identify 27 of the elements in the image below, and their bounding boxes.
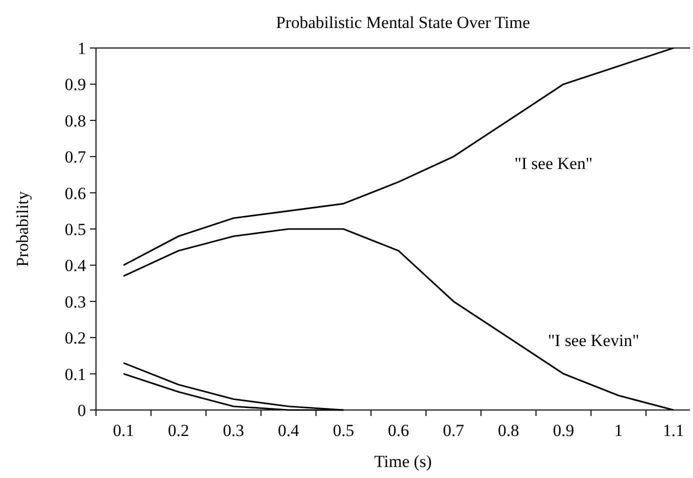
x-tick-label: 1 bbox=[614, 421, 623, 440]
y-tick-label: 0.7 bbox=[64, 148, 86, 167]
y-tick-label: 0 bbox=[78, 400, 86, 420]
y-tick-label: 0.2 bbox=[64, 328, 86, 348]
x-tick-label: 1.1 bbox=[662, 421, 684, 440]
y-tick-label: 0.8 bbox=[64, 111, 86, 130]
x-tick-label: 0.7 bbox=[442, 421, 465, 440]
x-tick-label: 0.3 bbox=[222, 421, 244, 440]
chart-title: Probabilistic Mental State Over Time bbox=[276, 13, 530, 32]
y-tick-label: 0.9 bbox=[64, 75, 86, 94]
x-axis-title: Time (s) bbox=[374, 452, 432, 471]
y-tick-label: 1 bbox=[78, 38, 86, 58]
y-tick-label: 0.4 bbox=[64, 256, 86, 276]
x-tick-label: 0.5 bbox=[332, 421, 354, 440]
y-axis-title: Probability bbox=[13, 190, 32, 267]
x-tick-label: 0.2 bbox=[168, 421, 190, 440]
y-tick-label: 0.5 bbox=[64, 220, 86, 239]
x-tick-label: 0.4 bbox=[278, 421, 300, 440]
x-tick-label: 0.6 bbox=[388, 421, 410, 440]
x-tick-label: 0.8 bbox=[498, 421, 520, 440]
x-tick-label: 0.1 bbox=[112, 421, 134, 440]
y-tick-label: 0.1 bbox=[64, 364, 86, 384]
y-tick-label: 0.3 bbox=[64, 292, 86, 312]
x-tick-label: 0.9 bbox=[552, 421, 574, 440]
series-label: "I see Ken" bbox=[514, 154, 593, 174]
y-tick-label: 0.6 bbox=[64, 184, 86, 203]
series-label: "I see Kevin" bbox=[548, 330, 640, 350]
